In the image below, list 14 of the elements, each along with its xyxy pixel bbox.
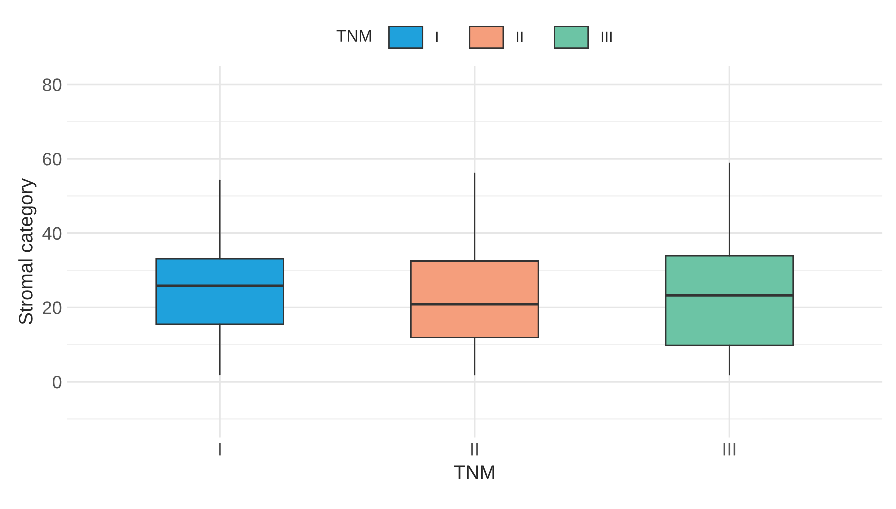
y-tick-label: 0 (53, 376, 62, 389)
y-tick-label: 60 (43, 152, 62, 166)
x-axis-title: TNM (454, 466, 494, 480)
legend-label: II (517, 32, 523, 42)
legend-label: I (436, 32, 438, 42)
y-tick-label: 20 (43, 302, 62, 314)
x-tick-label: I (219, 443, 221, 456)
y-axis-title: Stromal category (18, 178, 37, 325)
y-tick-label: 80 (43, 78, 62, 92)
y-tick-label: 40 (42, 227, 62, 240)
x-tick-label: II (472, 443, 478, 456)
x-tick-label: III (724, 443, 736, 456)
legend-label: III (602, 32, 612, 42)
legend-title: TNM (336, 30, 372, 42)
